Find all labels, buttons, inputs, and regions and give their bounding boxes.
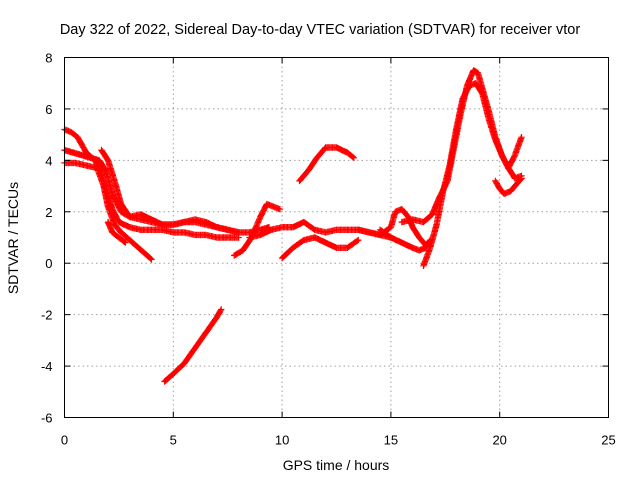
y-tick-label: 0 [45,256,52,271]
y-tick-label: -6 [41,411,53,426]
x-tick-label: 15 [384,433,398,448]
x-tick-label: 20 [492,433,506,448]
data-series-track-9 [278,234,362,262]
data-series-track-4 [98,146,273,236]
tick-labels-layer: 0 5 10 15 20 25 -6 -4 -2 0 2 4 6 8 [41,51,616,448]
data-series-track-10 [296,144,358,185]
y-tick-label: -4 [41,359,53,374]
chart-title: Day 322 of 2022, Sidereal Day-to-day VTE… [60,22,580,38]
x-tick-label: 5 [170,433,177,448]
x-tick-label: 10 [275,433,289,448]
data-series-track-15 [492,175,525,197]
x-axis-label: GPS time / hours [283,457,390,473]
y-tick-label: 2 [45,205,52,220]
data-series-track-5 [104,218,129,246]
y-tick-label: -2 [41,308,53,323]
y-axis-label: SDTVAR / TECUs [5,182,21,294]
grid-layer [64,57,609,418]
y-tick-label: 6 [45,102,52,117]
plot-frame [64,57,609,418]
y-tick-label: 8 [45,51,52,66]
data-series-track-14 [420,80,525,269]
data-series-track-12 [376,226,434,254]
data-series-track-6 [161,306,225,385]
x-tick-label: 0 [61,433,68,448]
y-tick-label: 4 [45,153,52,168]
data-series-track-11 [355,206,429,249]
x-tick-label: 25 [601,433,615,448]
